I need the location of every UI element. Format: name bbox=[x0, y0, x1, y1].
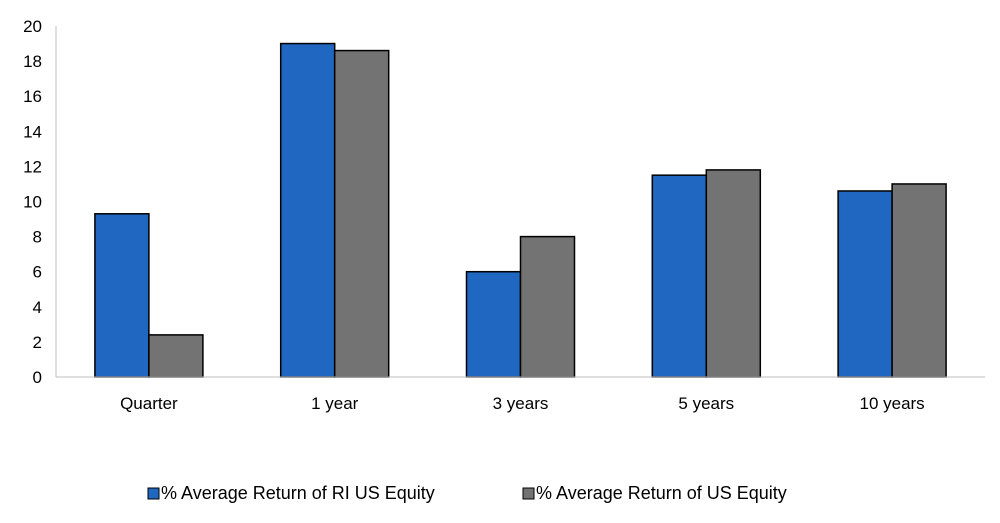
x-category-label: Quarter bbox=[120, 394, 178, 413]
y-tick-label: 18 bbox=[23, 52, 42, 71]
y-tick-label: 8 bbox=[33, 228, 42, 247]
y-axis: 0 2 4 6 8 10 12 14 16 18 20 bbox=[23, 17, 57, 387]
bar-ri-us-equity bbox=[837, 190, 893, 378]
y-tick-label: 0 bbox=[33, 368, 42, 387]
y-tick-label: 4 bbox=[33, 298, 42, 317]
y-tick-label: 12 bbox=[23, 157, 42, 176]
x-category-label: 1 year bbox=[311, 394, 359, 413]
x-category-label: 10 years bbox=[859, 394, 924, 413]
y-tick-label: 16 bbox=[23, 87, 42, 106]
bar-us-equity bbox=[333, 49, 390, 378]
bar-us-equity bbox=[705, 169, 762, 378]
bar-ri-us-equity bbox=[279, 42, 336, 378]
y-tick-label: 10 bbox=[23, 193, 42, 212]
legend-swatch bbox=[147, 487, 160, 500]
y-tick-label: 20 bbox=[23, 17, 42, 36]
y-tick-label: 14 bbox=[23, 122, 42, 141]
y-tick-label: 6 bbox=[33, 263, 42, 282]
legend-label: % Average Return of RI US Equity bbox=[161, 483, 435, 503]
legend: % Average Return of RI US Equity % Averag… bbox=[147, 483, 787, 503]
x-axis: Quarter 1 year 3 years 5 years 10 years bbox=[56, 376, 985, 413]
bars bbox=[94, 42, 947, 378]
legend-swatch bbox=[522, 487, 535, 500]
bar-us-equity bbox=[891, 183, 947, 378]
x-category-label: 5 years bbox=[678, 394, 734, 413]
bar-us-equity bbox=[148, 334, 204, 378]
bar-ri-us-equity bbox=[94, 213, 150, 378]
y-tick-label: 2 bbox=[33, 333, 42, 352]
x-category-label: 3 years bbox=[493, 394, 549, 413]
bar-us-equity bbox=[519, 235, 576, 378]
bar-ri-us-equity bbox=[465, 270, 522, 378]
bar-ri-us-equity bbox=[651, 174, 708, 378]
legend-label: % Average Return of US Equity bbox=[536, 483, 787, 503]
